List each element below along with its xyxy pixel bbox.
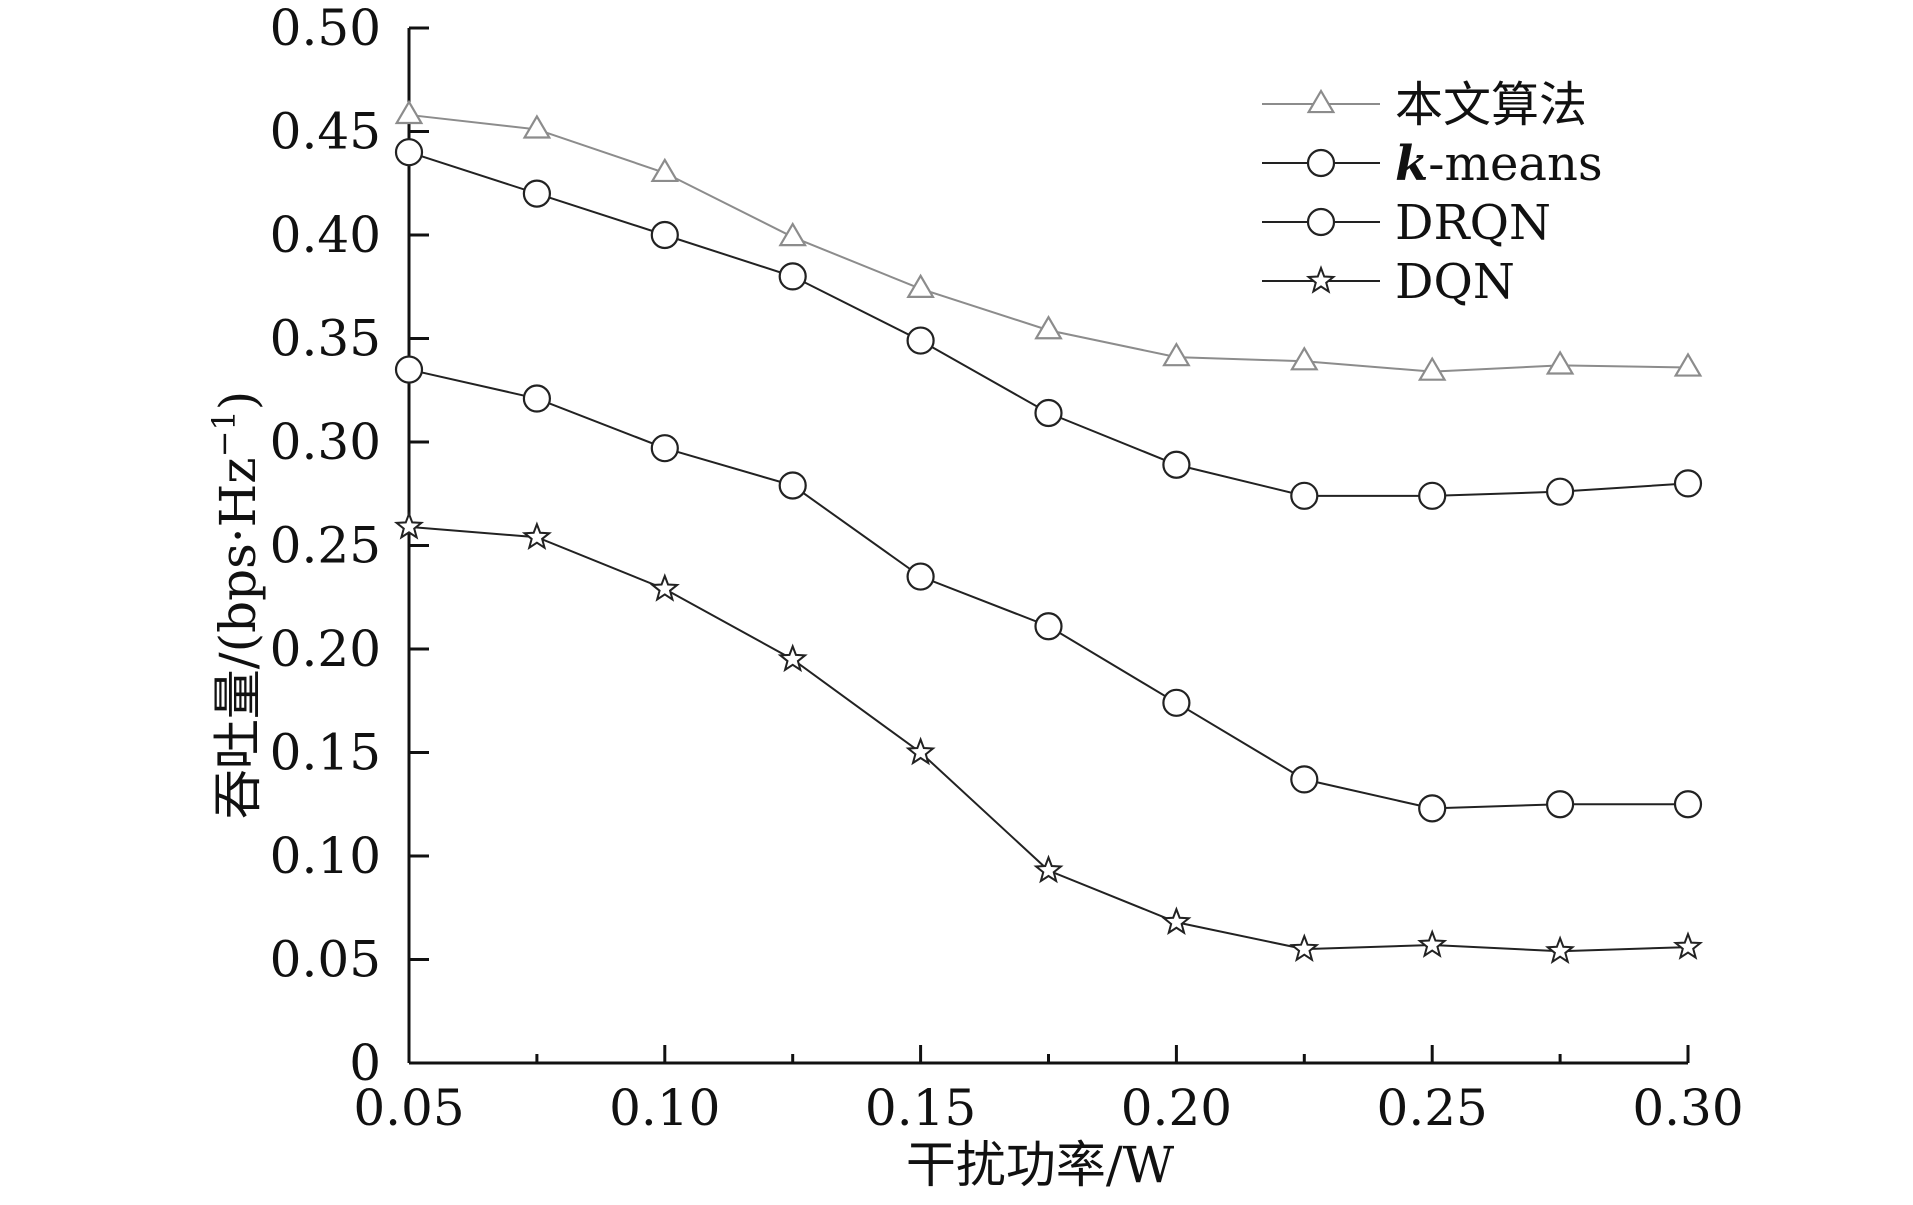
data-point: [1673, 469, 1703, 498]
legend-label: DRQN: [1395, 195, 1551, 251]
y-tick-label: 0.30: [270, 413, 381, 471]
y-axis-label-close: ): [209, 391, 267, 411]
data-point: [1034, 315, 1063, 340]
data-point: [1289, 933, 1320, 962]
data-point: [1673, 352, 1703, 377]
axes: 00.050.100.150.200.250.300.350.400.450.5…: [270, 0, 1744, 1137]
data-point: [1673, 790, 1703, 819]
y-axis-label: 吞吐量/(bps·Hz−1): [205, 391, 267, 820]
data-point: [1417, 356, 1447, 381]
legend-item: 本文算法: [1262, 77, 1587, 133]
data-point: [1672, 931, 1704, 960]
data-point: [778, 262, 807, 291]
legend-label: DQN: [1395, 254, 1515, 310]
data-point: [394, 355, 424, 384]
data-point: [394, 138, 424, 167]
data-point: [1034, 398, 1063, 428]
data-point: [522, 384, 552, 413]
data-point: [1545, 790, 1575, 819]
y-tick-label: 0.25: [270, 517, 381, 575]
data-point: [906, 562, 935, 591]
data-point: [778, 221, 807, 247]
legend-item: DRQN: [1262, 195, 1551, 251]
series-line: [408, 368, 1688, 810]
data-point: [649, 573, 680, 602]
data-point: [1162, 341, 1191, 367]
data-point: [650, 434, 679, 463]
y-tick-label: 0: [349, 1034, 381, 1092]
data-point: [521, 521, 552, 551]
data-point: [522, 179, 552, 208]
data-point: [905, 736, 936, 766]
legend-marker: [1306, 207, 1336, 237]
legend-label: k-means: [1395, 136, 1603, 192]
data-point: [1162, 688, 1191, 717]
data-point: [778, 471, 807, 500]
data-point: [1290, 765, 1319, 794]
legend-item: DQN: [1262, 254, 1515, 310]
x-tick-label: 0.15: [865, 1079, 976, 1137]
data-point: [906, 273, 935, 298]
y-axis-label-sup: −1: [205, 410, 243, 457]
data-point: [1545, 935, 1576, 965]
data-point: [777, 643, 808, 673]
data-point: [1417, 929, 1448, 958]
legend-label-italic: k: [1395, 136, 1428, 192]
x-tick-label: 0.25: [1377, 1079, 1488, 1137]
data-point: [1545, 350, 1575, 375]
y-tick-label: 0.15: [270, 724, 381, 782]
data-point: [1034, 612, 1063, 641]
y-tick-label: 0.10: [270, 827, 381, 885]
y-axis-label-main: 吞吐量/(bps·Hz: [209, 457, 267, 819]
x-tick-label: 0.30: [1632, 1079, 1743, 1137]
y-tick-label: 0.35: [270, 310, 381, 368]
y-tick-label: 0.45: [270, 103, 381, 161]
legend-marker: [1306, 88, 1336, 114]
series-1: [394, 99, 1703, 381]
data-point: [1033, 854, 1064, 884]
y-tick-label: 0.05: [270, 931, 381, 989]
x-tick-label: 0.20: [1121, 1079, 1232, 1137]
y-tick-label: 0.50: [270, 0, 381, 57]
series-layer: [393, 99, 1704, 965]
y-tick-label: 0.40: [270, 206, 381, 264]
data-point: [394, 99, 424, 125]
data-point: [1418, 481, 1447, 510]
legend-label-rest: -means: [1428, 136, 1602, 192]
series-4: [393, 511, 1704, 965]
data-point: [1161, 906, 1192, 936]
data-point: [1162, 450, 1191, 479]
x-axis-label: 干扰功率/W: [906, 1136, 1175, 1194]
data-point: [1290, 346, 1319, 371]
data-point: [1545, 477, 1575, 506]
x-tick-label: 0.10: [609, 1079, 720, 1137]
data-point: [1290, 481, 1319, 510]
data-point: [650, 157, 680, 183]
series-3: [394, 355, 1703, 823]
y-tick-label: 0.20: [270, 620, 381, 678]
legend-marker: [1306, 148, 1336, 178]
legend-marker: [1305, 265, 1337, 294]
series-line: [408, 525, 1689, 953]
data-point: [393, 511, 425, 540]
data-point: [906, 326, 935, 355]
legend-label: 本文算法: [1395, 77, 1587, 133]
series-2: [394, 138, 1703, 510]
data-point: [650, 220, 679, 250]
legend-item: k-means: [1262, 136, 1603, 192]
x-tick-label: 0.05: [353, 1079, 464, 1137]
data-point: [1418, 794, 1447, 823]
data-point: [522, 114, 552, 139]
